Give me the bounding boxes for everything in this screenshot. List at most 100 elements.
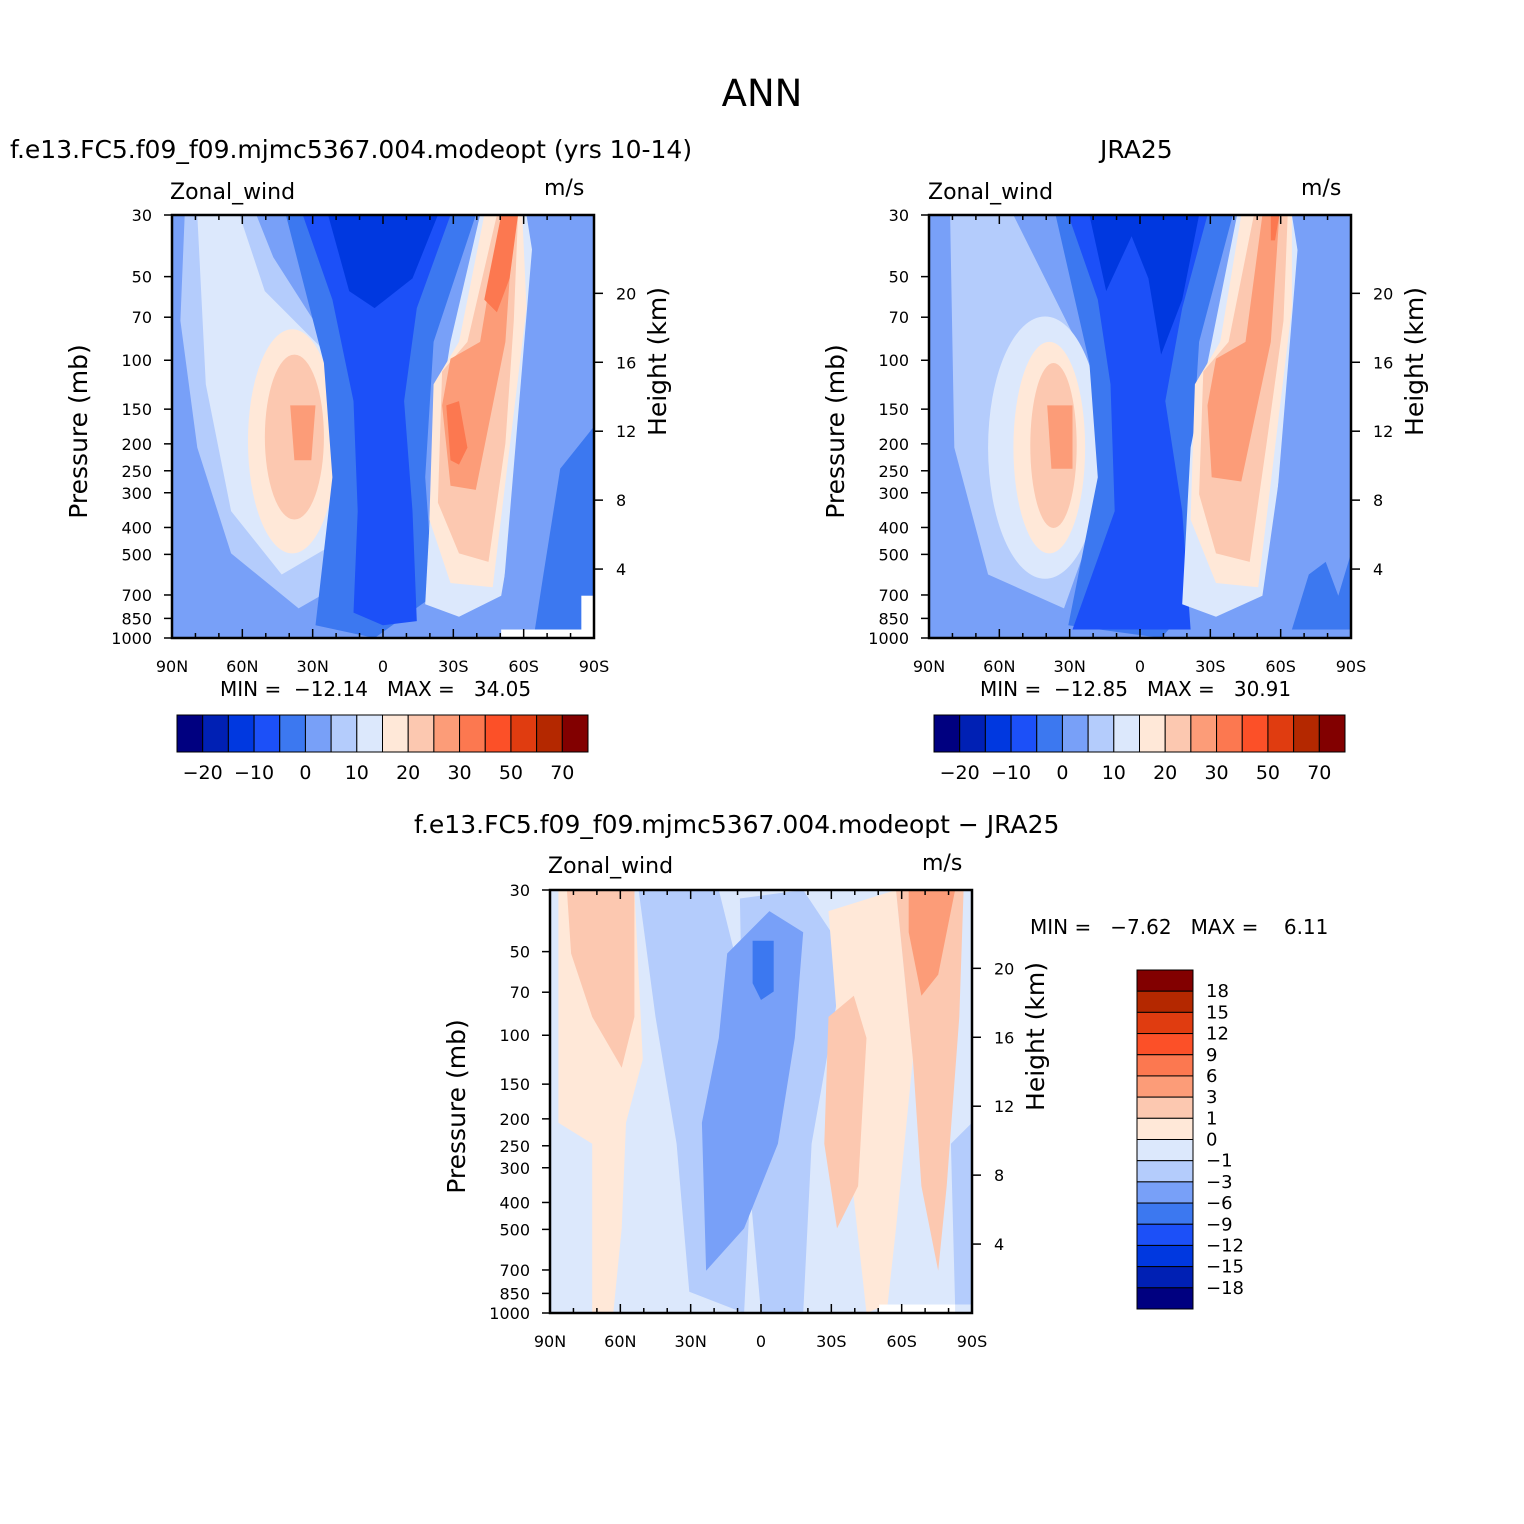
contour-region [701, 911, 804, 1271]
y-tick-label: 400 [878, 518, 909, 537]
colorbar-box [1136, 1054, 1194, 1077]
colorbar-label: −12 [1206, 1235, 1244, 1256]
x-tick-label: 0 [756, 1332, 766, 1351]
panel-title-diff: f.e13.FC5.f09_f09.mjmc5367.004.modeopt −… [414, 810, 1060, 839]
chart-panel-obs: 90N 60N 30N 0 30S 60S 90S305070100150200250300… [821, 206, 1429, 784]
colorbar-box [1113, 714, 1140, 753]
y2-tick-label: 16 [616, 353, 636, 372]
y-tick-label: 250 [499, 1137, 530, 1156]
y-tick-label: 500 [878, 545, 909, 564]
contour-region [908, 890, 956, 996]
colorbar-label: −18 [1206, 1278, 1244, 1299]
colorbar-label: −9 [1206, 1214, 1233, 1235]
x-tick-label: 60N [226, 657, 258, 676]
units-label-diff: m/s [922, 851, 963, 876]
contour-region [1207, 215, 1280, 482]
colorbar-label: 70 [1307, 762, 1331, 784]
colorbar-label: −3 [1206, 1172, 1233, 1193]
y-tick-label: 30 [510, 881, 530, 900]
colorbar-box [227, 714, 255, 753]
colorbar-box [1241, 714, 1269, 753]
colorbar-label: 30 [1204, 762, 1228, 784]
colorbar-label: −6 [1206, 1193, 1233, 1214]
x-tick-label: 90S [1336, 657, 1367, 676]
y-tick-label: 100 [121, 351, 152, 370]
y-tick-label: 1000 [111, 629, 152, 648]
y-tick-label: 200 [878, 435, 909, 454]
colorbar-box [1164, 714, 1192, 753]
y-tick-label: 400 [121, 518, 152, 537]
colorbar-box [1136, 1287, 1194, 1310]
contour-region [1266, 215, 1326, 626]
colorbar-box [1136, 1202, 1194, 1225]
y2-tick-label: 4 [616, 560, 626, 579]
y-tick-label: 300 [499, 1159, 530, 1178]
colorbar-box [1136, 990, 1194, 1013]
y-tick-label: 300 [121, 484, 152, 503]
y-tick-label: 30 [889, 206, 909, 225]
colorbar-box [1318, 714, 1346, 753]
contour-fill-diff [550, 890, 972, 1313]
y-tick-label: 100 [499, 1026, 530, 1045]
y-tick-label: 500 [499, 1220, 530, 1239]
y-tick-label: 150 [878, 400, 909, 419]
y2-tick-label: 20 [616, 284, 636, 303]
colorbar-box [356, 714, 383, 753]
x-tick-label: 60N [604, 1332, 636, 1351]
colorbar-box [1136, 1266, 1194, 1289]
contour-region [752, 940, 774, 1000]
colorbar-box [1136, 1139, 1194, 1162]
y2-tick-label: 8 [1373, 491, 1383, 510]
contour-region [581, 595, 594, 638]
colorbar-box [1136, 1181, 1194, 1204]
colorbar-label: 10 [1102, 762, 1126, 784]
contour-region [896, 890, 964, 1271]
colorbar-label: −1 [1206, 1151, 1233, 1172]
x-tick-label: 90N [913, 657, 945, 676]
panel-title-obs: JRA25 [1100, 135, 1173, 164]
colorbar-box [1061, 714, 1089, 753]
x-tick-label: 60S [1265, 657, 1296, 676]
contour-region [1291, 553, 1351, 630]
colorbar-box [279, 714, 306, 753]
colorbar-label: −10 [234, 762, 274, 784]
contour-fill-model [172, 215, 594, 638]
colorbar-label: −10 [991, 762, 1031, 784]
x-tick-label: 30S [438, 657, 469, 676]
contour-region [950, 1122, 972, 1305]
panel-title-model: f.e13.FC5.f09_f09.mjmc5367.004.modeopt (… [10, 135, 693, 164]
y-axis-title: Pressure (mb) [821, 344, 850, 518]
contour-region [501, 215, 552, 626]
colorbar-box [561, 714, 589, 753]
x-tick-label: 0 [1135, 657, 1145, 676]
y-tick-label: 300 [878, 484, 909, 503]
y-tick-label: 150 [121, 400, 152, 419]
contour-region [484, 215, 518, 313]
x-tick-label: 90S [957, 1332, 988, 1351]
y-tick-label: 700 [878, 586, 909, 605]
y-tick-label: 700 [121, 586, 152, 605]
contour-region [446, 401, 468, 465]
y-tick-label: 1000 [868, 629, 909, 648]
variable-label-diff: Zonal_wind [548, 854, 674, 879]
y-tick-label: 850 [499, 1284, 530, 1303]
contour-region [534, 426, 594, 630]
y2-tick-label: 12 [1373, 422, 1393, 441]
y-tick-label: 1000 [489, 1304, 530, 1323]
x-tick-label: 30N [1054, 657, 1086, 676]
y-tick-label: 70 [132, 308, 152, 327]
contour-region [328, 215, 438, 309]
x-tick-label: 60S [886, 1332, 917, 1351]
colorbar-box [304, 714, 332, 753]
y-tick-label: 50 [510, 943, 530, 962]
colorbar-box [1136, 1096, 1194, 1119]
contour-region [879, 1304, 956, 1313]
x-tick-label: 30S [816, 1332, 847, 1351]
colorbar-box [253, 714, 281, 753]
y2-tick-label: 20 [1373, 284, 1393, 303]
contour-region [1270, 215, 1280, 241]
contour-region [828, 890, 913, 1313]
colorbar-obs: −20 −10 0 10 20 30 50 70 [933, 714, 1346, 784]
colorbar-label: 70 [550, 762, 574, 784]
